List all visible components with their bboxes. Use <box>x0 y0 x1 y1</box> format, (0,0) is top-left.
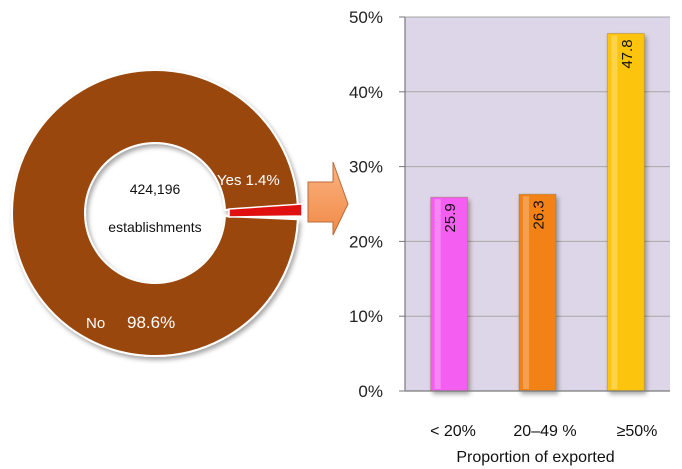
donut-label-yes-value: 1.4% <box>245 172 279 189</box>
donut-label-yes-name: Yes <box>217 172 241 189</box>
donut-center-caption: establishments <box>108 219 201 235</box>
donut-slice-yes <box>228 203 303 218</box>
bar-chart: 0% 10% 20% 30% 40% 50% 25.9 26.3 47.8 < 20% 20–4… <box>349 8 670 466</box>
x-axis-title: Proportion of exported <box>456 449 614 466</box>
x-category-label: ≥50% <box>617 423 658 440</box>
right-arrow-icon <box>307 161 349 236</box>
bar <box>518 193 557 392</box>
donut-label-yes: Yes 1.4% <box>217 172 280 189</box>
bar <box>606 32 645 392</box>
donut-chart: 424,196 establishments Yes 1.4% No 98.6% <box>11 69 303 357</box>
y-tick-label: 40% <box>349 83 383 102</box>
y-tick-label: 10% <box>349 307 383 326</box>
bar-value-label: 47.8 <box>619 39 636 68</box>
donut-value-no: 98.6% <box>127 313 175 332</box>
y-tick-label: 20% <box>349 232 383 251</box>
x-axis-categories: < 20% 20–49 % ≥50% <box>430 423 657 440</box>
bar-value-label: 26.3 <box>531 200 548 229</box>
donut-label-no: No <box>86 315 105 332</box>
bar-highlight <box>611 35 618 390</box>
bar-highlight <box>523 196 529 389</box>
x-category-label: 20–49 % <box>513 423 576 440</box>
y-axis-ticks: 0% 10% 20% 30% 40% 50% <box>349 8 405 401</box>
y-tick-label: 50% <box>349 8 383 27</box>
donut-slice-no <box>11 69 299 357</box>
donut-center-count: 424,196 <box>130 181 181 197</box>
x-category-label: < 20% <box>430 423 476 440</box>
y-tick-label: 30% <box>349 158 383 177</box>
y-tick-label: 0% <box>358 382 383 401</box>
bar-highlight <box>434 199 441 389</box>
bar-value-label: 25.9 <box>442 203 459 232</box>
